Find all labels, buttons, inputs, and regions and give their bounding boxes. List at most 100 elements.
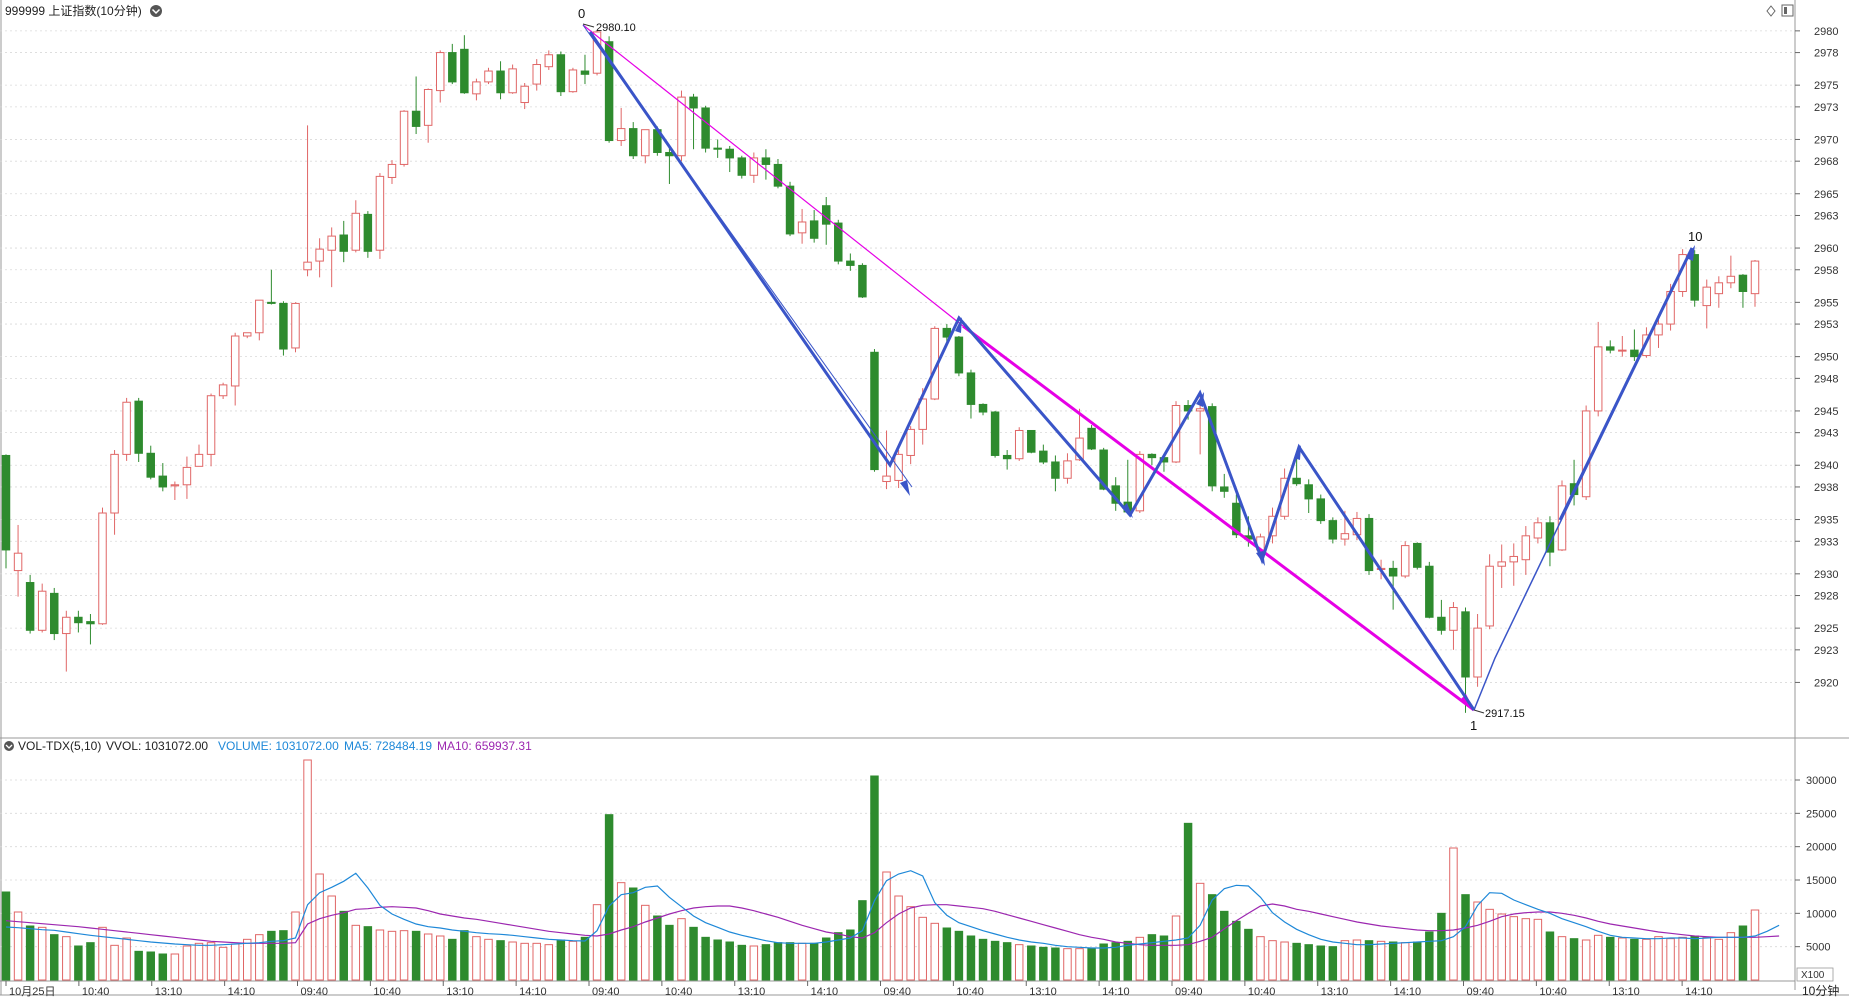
volume-bar xyxy=(628,887,638,981)
candle xyxy=(713,139,722,158)
panel-toggle-icon[interactable] xyxy=(1781,4,1794,17)
price-tick-label: 2945 xyxy=(1814,406,1838,418)
volume-bar xyxy=(387,930,397,981)
volume-bar xyxy=(1364,940,1374,981)
candle-body xyxy=(267,301,276,304)
candle-body xyxy=(749,157,759,176)
volume-bar xyxy=(460,930,469,981)
candle xyxy=(616,107,626,146)
volume-bar xyxy=(1244,928,1253,981)
volume-bar xyxy=(1678,936,1687,981)
diamond-icon[interactable] xyxy=(1766,5,1776,17)
candle xyxy=(508,64,517,94)
candle-body xyxy=(809,220,819,239)
trend-lines[interactable] xyxy=(582,24,1695,712)
period-selector[interactable]: 10分钟 xyxy=(1802,983,1839,998)
volume-axis: 30000 25000 20000 15000 10000 5000 xyxy=(1795,775,1837,954)
volume-bar xyxy=(448,938,457,981)
price-tick-label: 2975 xyxy=(1814,80,1838,92)
time-tick-label: 13:10 xyxy=(738,986,766,998)
volume-tick-label: 5000 xyxy=(1806,942,1830,954)
volume-bar xyxy=(556,939,566,981)
blue-arrow-head-3 xyxy=(1122,503,1133,518)
candlestick-series xyxy=(1,30,1760,713)
candle-body xyxy=(1618,349,1627,352)
candle xyxy=(689,93,698,150)
candle xyxy=(1002,450,1012,470)
price-tick-label: 2935 xyxy=(1814,515,1838,527)
candle xyxy=(1690,250,1699,307)
volume-bar xyxy=(1111,942,1120,981)
candle xyxy=(906,426,915,465)
volume-bar xyxy=(821,937,831,981)
blue-thin-line-1 xyxy=(582,24,913,488)
time-tick-label: 13:10 xyxy=(155,986,183,998)
candle xyxy=(363,211,373,258)
magenta-trendline-upper[interactable] xyxy=(582,24,964,327)
time-tick-label: 14:10 xyxy=(1102,986,1130,998)
volume-bar xyxy=(122,937,131,981)
candle xyxy=(1207,403,1217,492)
volume-bar xyxy=(411,930,421,981)
candle xyxy=(809,210,819,243)
volume-bar xyxy=(580,936,590,981)
price-gridlines xyxy=(0,30,1795,683)
candle-body xyxy=(1135,453,1145,512)
candle-body xyxy=(954,336,964,374)
volume-bar xyxy=(701,936,710,981)
volume-bar xyxy=(1642,938,1651,981)
time-tick-label: 10:40 xyxy=(956,986,984,998)
candle xyxy=(37,583,47,633)
volume-bar xyxy=(677,918,686,981)
volume-bar xyxy=(50,934,59,981)
volume-bar xyxy=(1087,947,1096,981)
candle-body xyxy=(532,64,541,85)
candle xyxy=(1473,614,1482,687)
candle xyxy=(1232,494,1241,538)
candle-body xyxy=(484,70,493,83)
volume-bar xyxy=(243,938,252,981)
volume-bar xyxy=(906,906,915,981)
blue-wave-line[interactable] xyxy=(588,31,1476,711)
candle-body xyxy=(1473,627,1482,678)
candle-body xyxy=(472,81,481,95)
candle xyxy=(182,456,192,499)
candle-body xyxy=(496,70,505,94)
candle xyxy=(13,524,23,597)
volume-bar xyxy=(532,942,541,981)
candle-body xyxy=(375,175,385,251)
chevron-down-icon[interactable] xyxy=(4,741,14,751)
candle-body xyxy=(170,484,180,487)
volume-bar xyxy=(1280,941,1289,981)
candle-body xyxy=(98,512,107,625)
ma10-value: MA10: 659937.31 xyxy=(437,739,532,753)
candle xyxy=(1099,447,1108,491)
candle-body xyxy=(1051,461,1060,479)
volume-bar xyxy=(1509,916,1518,981)
volume-bar xyxy=(1497,913,1506,981)
candle-body xyxy=(761,157,771,165)
candle xyxy=(74,610,83,633)
volume-bar xyxy=(182,945,192,981)
volume-value: VOLUME: 1031072.00 xyxy=(218,739,339,753)
volume-bar xyxy=(1533,918,1543,981)
time-tick-label: 10:40 xyxy=(665,986,693,998)
volume-bar xyxy=(1666,938,1675,981)
candle xyxy=(1364,514,1374,575)
volume-bar xyxy=(37,926,47,981)
candle-body xyxy=(870,351,879,471)
blue-rise-line[interactable] xyxy=(1558,247,1694,521)
time-tick-label: 14:10 xyxy=(228,986,256,998)
price-tick-label: 2943 xyxy=(1814,428,1838,440)
candle xyxy=(1593,321,1603,417)
candle-body xyxy=(1606,346,1615,351)
magenta-trendline-lower[interactable] xyxy=(962,324,1475,712)
volume-bar xyxy=(1690,935,1699,981)
candle-body xyxy=(1280,477,1289,517)
volume-bar xyxy=(1557,936,1567,981)
chevron-down-icon[interactable] xyxy=(150,5,162,17)
candle-body xyxy=(1593,346,1603,412)
candle-body xyxy=(1461,611,1470,678)
volume-bar xyxy=(170,953,180,981)
